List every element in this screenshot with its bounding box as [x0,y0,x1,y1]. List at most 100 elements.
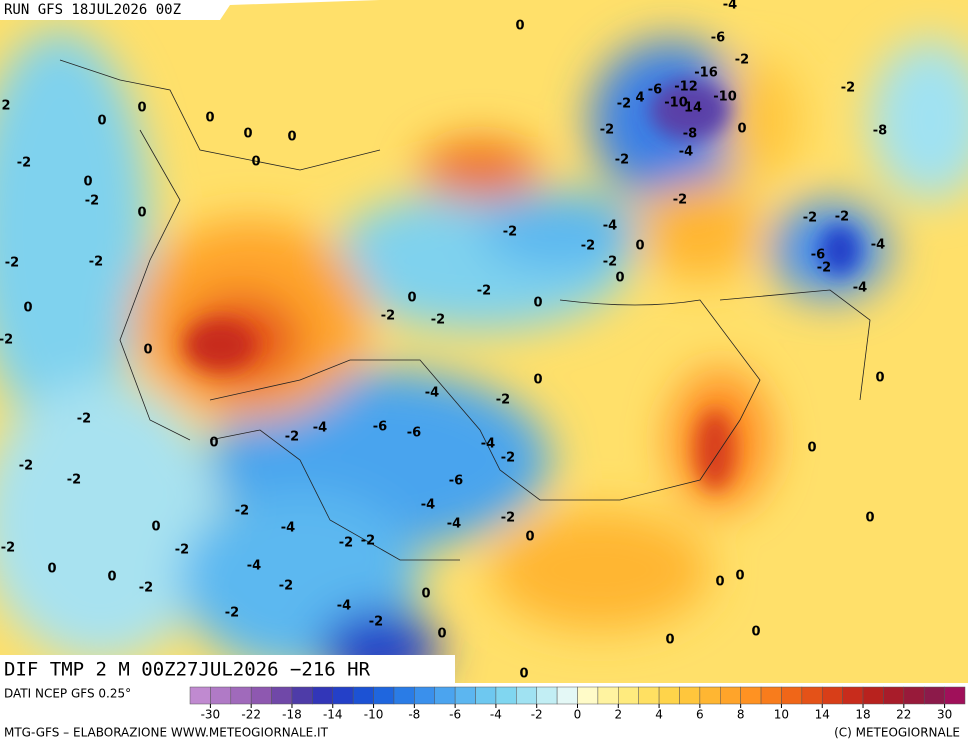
colorbar-tick-label: 18 [855,708,870,722]
contour-label: -2 [19,459,33,474]
colorbar-swatch [597,686,619,705]
contour-label: 0 [665,633,674,648]
contour-label: 0 [151,520,160,535]
contour-label: -6 [449,474,463,489]
contour-label: -6 [648,83,662,98]
contour-label: -2 [381,309,395,324]
borders [59,59,871,561]
contour-label: -2 [501,451,515,466]
contour-label: -2 [369,615,383,630]
colorbar-swatch [638,686,660,705]
contour-label: -2 [89,255,103,270]
colorbar-swatch [210,686,232,705]
contour-label: -4 [871,238,885,253]
contour-label: 0 [251,155,260,170]
contour-label: 0 [205,111,214,126]
contour-label: -2 [496,393,510,408]
contour-label: 0 [23,301,32,316]
colorbar-tick-label: -6 [449,708,461,722]
contour-label: 0 [735,569,744,584]
contour-label: -2 [77,412,91,427]
contour-label: -2 [85,194,99,209]
colorbar-swatch [556,686,578,705]
contour-label: -2 [279,579,293,594]
contour-label: -2 [225,606,239,621]
contour-label: -2 [603,255,617,270]
contour-label: -2 [235,504,249,519]
contour-label: -6 [373,420,387,435]
contour-label: -16 [694,66,718,81]
contour-label: -12 [674,80,698,95]
contour-label: -4 [425,386,439,401]
colorbar-tick-label: 2 [614,708,622,722]
colorbar-swatch [821,686,843,705]
contour-label: -4 [247,559,261,574]
colorbar-swatch [740,686,762,705]
colorbar-swatch [230,686,252,705]
contour-label: -6 [811,248,825,263]
colorbar-tick-label: -22 [241,708,261,722]
contour-label: 0 [97,114,106,129]
colorbar-swatch [720,686,741,705]
contour-label: -2 [581,239,595,254]
colorbar-swatch [250,686,272,705]
contour-label: -2 [600,123,614,138]
contour-label: 0 [287,130,296,145]
colorbar-tick-label: -2 [531,708,543,722]
colorbar-swatch [312,686,334,705]
colorbar-swatch [332,686,354,705]
contour-label: 0 [107,570,116,585]
colorbar-swatch [760,686,782,705]
contour-label: -2 [735,53,749,68]
colorbar-swatch [475,686,497,705]
contour-label: -4 [481,437,495,452]
contour-label: 0 [437,627,446,642]
colorbar-swatch [189,686,211,705]
contour-label: 0 [715,575,724,590]
field-title: DIF TMP 2 M 00Z27JUL2026 −216 HR [4,659,371,681]
contour-label: -6 [407,426,421,441]
colorbar-swatch [373,686,395,705]
contour-label: 4 [635,91,644,106]
colorbar-swatch [862,686,884,705]
temperature-field [0,0,968,683]
colorbar-tick-label: 8 [737,708,745,722]
contour-label: -2 [5,256,19,271]
contour-label: 0 [137,101,146,116]
colorbar-swatch [903,686,925,705]
colorbar-swatch [699,686,721,705]
colorbar-tick-label: 4 [655,708,663,722]
contour-label: -2 [817,261,831,276]
colorbar-tick-label: 14 [815,708,830,722]
source-label: DATI NCEP GFS 0.25° [4,687,131,701]
colorbar-tick-label: -30 [201,708,221,722]
colorbar-swatch [801,686,823,705]
contour-label: -2 [617,97,631,112]
contour-label: -8 [683,127,697,142]
colorbar-swatch [454,686,476,705]
colorbar-swatch [577,686,599,705]
contour-label: 0 [533,296,542,311]
contour-label: -4 [313,421,327,436]
contour-label: -2 [501,511,515,526]
contour-label: 2 [1,99,10,114]
colorbar-swatch [781,686,803,705]
contour-label: 0 [519,667,528,682]
contour-label: 0 [143,343,152,358]
contour-label: 0 [421,587,430,602]
colorbar-swatch [495,686,517,705]
contour-label: 0 [83,175,92,190]
contour-label: -2 [803,211,817,226]
colorbar-swatch [291,686,313,705]
colorbar-swatch [679,686,701,705]
contour-label: -2 [67,473,81,488]
contour-label: 0 [137,206,146,221]
contour-label: -2 [431,313,445,328]
colorbar-tick-label: -14 [323,708,343,722]
contour-label: 0 [47,562,56,577]
contour-label: 0 [615,271,624,286]
contour-label: 0 [737,122,746,137]
colorbar-swatch [618,686,639,705]
colorbar-swatch [393,686,415,705]
